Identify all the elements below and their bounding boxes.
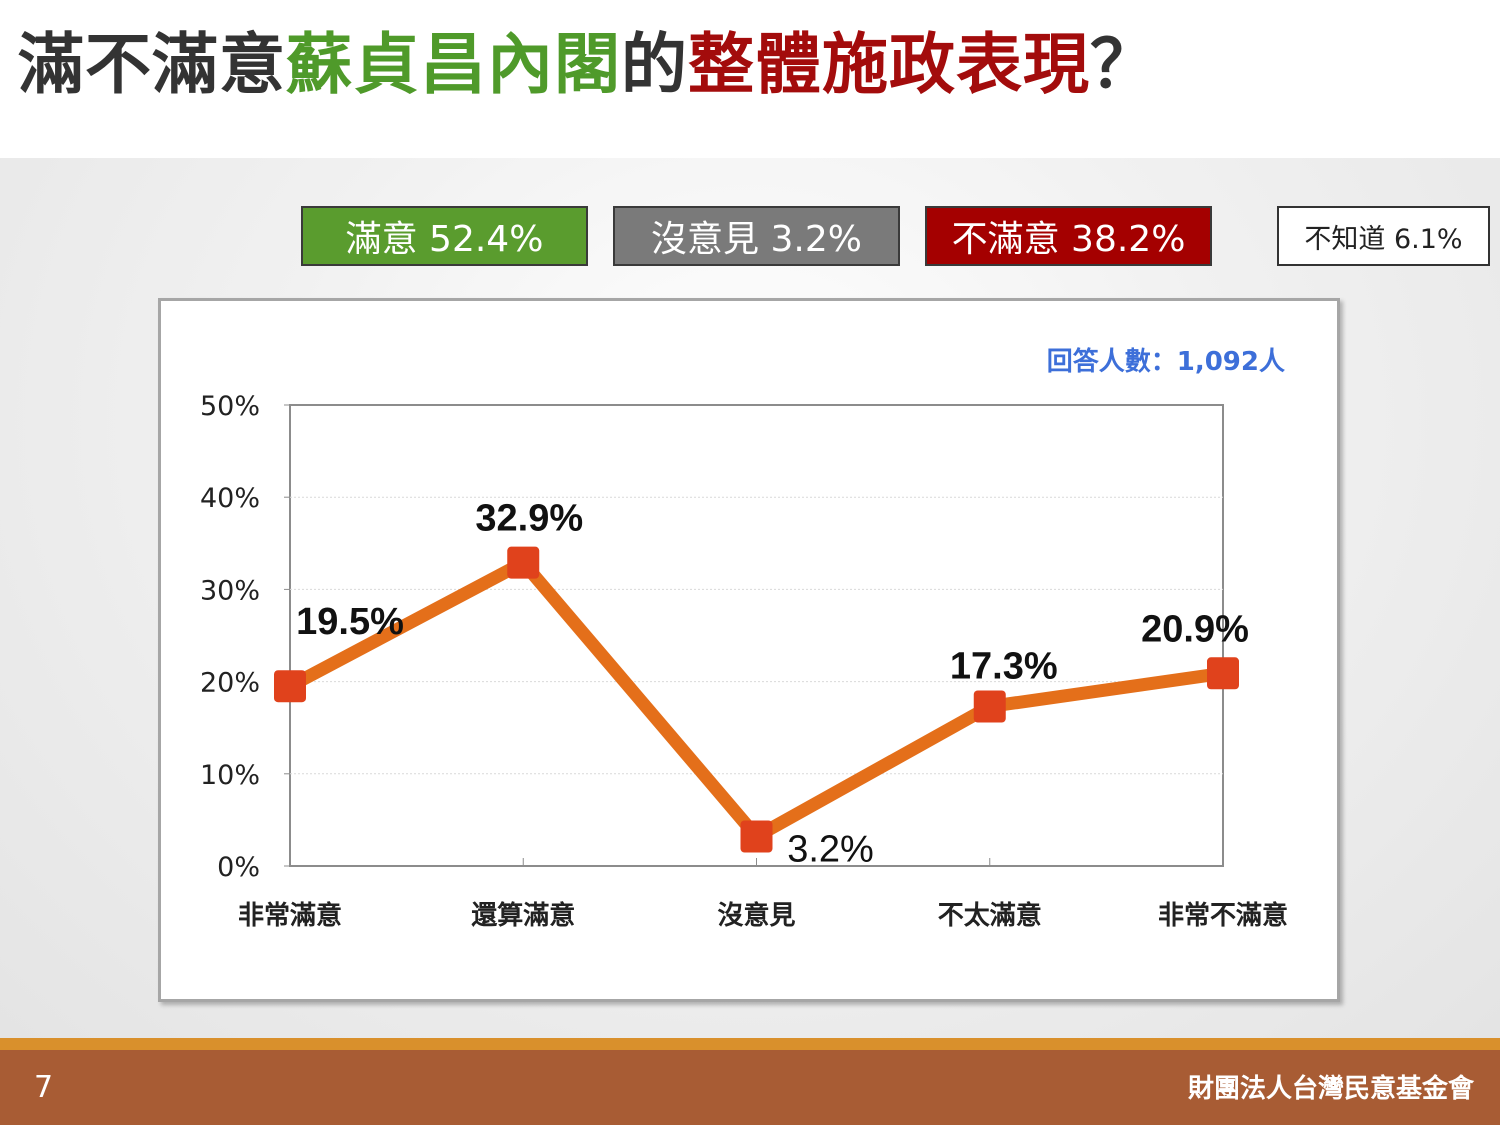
footer: 7 財團法人台灣民意基金會 bbox=[0, 1050, 1500, 1125]
summary-dont-know: 不知道 6.1% bbox=[1277, 206, 1490, 266]
summary-no-opinion: 沒意見 3.2% bbox=[613, 206, 900, 266]
title-part-5: ？ bbox=[1090, 26, 1157, 103]
title-part-2: 蘇貞昌內閣 bbox=[286, 26, 621, 103]
organization-name: 財團法人台灣民意基金會 bbox=[1187, 1074, 1474, 1104]
data-point bbox=[1207, 657, 1239, 690]
data-label: 19.5% bbox=[296, 601, 404, 643]
data-point bbox=[740, 820, 773, 853]
title-part-3: 的 bbox=[621, 26, 688, 103]
page-title: 滿不滿意蘇貞昌內閣的整體施政表現？ bbox=[18, 32, 1157, 98]
respondent-count: 回答人數：1,092人 bbox=[1046, 347, 1285, 377]
y-tick-label: 0% bbox=[217, 852, 260, 883]
x-tick-label: 還算滿意 bbox=[471, 900, 575, 931]
y-tick-label: 30% bbox=[200, 575, 260, 606]
title-bar: 滿不滿意蘇貞昌內閣的整體施政表現？ bbox=[0, 0, 1500, 158]
plot-area bbox=[289, 404, 1224, 867]
data-point bbox=[973, 690, 1006, 723]
y-tick-label: 20% bbox=[200, 668, 260, 699]
x-tick-label: 非常滿意 bbox=[238, 900, 342, 931]
data-label: 32.9% bbox=[475, 498, 583, 540]
y-tick-label: 50% bbox=[200, 391, 260, 422]
data-label: 17.3% bbox=[950, 645, 1058, 687]
summary-dissatisfied: 不滿意 38.2% bbox=[925, 206, 1212, 266]
data-label: 20.9% bbox=[1141, 608, 1249, 650]
chart-panel: 回答人數：1,092人 0% 10% 20% 30% 40% 50% 非常滿意 還算滿意 沒意見… bbox=[158, 298, 1340, 1002]
y-tick-label: 40% bbox=[200, 483, 260, 514]
data-label: 3.2% bbox=[787, 828, 874, 870]
x-tick-label: 非常不滿意 bbox=[1158, 900, 1288, 931]
page-number: 7 bbox=[34, 1070, 54, 1105]
y-tick-label: 10% bbox=[200, 760, 260, 791]
summary-satisfied: 滿意 52.4% bbox=[301, 206, 588, 266]
data-point bbox=[507, 546, 540, 579]
line-chart: 0% 10% 20% 30% 40% 50% 非常滿意 還算滿意 沒意見 不太滿意 非常不滿意 19.… bbox=[200, 391, 1288, 931]
footer-stripe bbox=[0, 1038, 1500, 1050]
title-part-1: 滿不滿意 bbox=[18, 26, 286, 103]
title-part-4: 整體施政表現 bbox=[688, 26, 1090, 103]
data-point bbox=[274, 670, 306, 703]
x-tick-label: 不太滿意 bbox=[938, 900, 1042, 931]
x-tick-label: 沒意見 bbox=[717, 900, 795, 931]
